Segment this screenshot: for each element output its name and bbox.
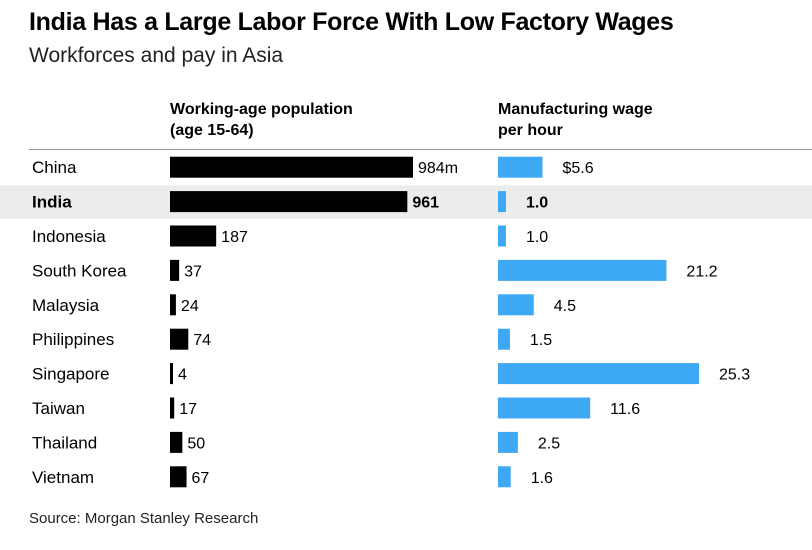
wage-header-line-2: per hour [498, 122, 563, 139]
wage-value-south-korea: 21.2 [686, 263, 717, 280]
wage-bar-singapore [498, 363, 699, 385]
category-label-south-korea: South Korea [32, 261, 127, 280]
wage-value-vietnam: 1.6 [531, 470, 553, 487]
wage-value-philippines: 1.5 [530, 332, 552, 349]
wage-value-indonesia: 1.0 [526, 229, 548, 246]
chart-title: India Has a Large Labor Force With Low F… [29, 8, 674, 36]
population-value-thailand: 50 [187, 435, 205, 452]
wage-bar-india [498, 191, 506, 213]
population-bar-indonesia [170, 225, 217, 247]
wage-bar-china [498, 156, 543, 178]
source-note: Source: Morgan Stanley Research [29, 510, 259, 527]
category-label-taiwan: Taiwan [32, 399, 85, 418]
wage-bar-indonesia [498, 225, 506, 247]
population-value-india: 961 [412, 195, 439, 212]
population-bar-vietnam [170, 466, 187, 488]
wage-bar-philippines [498, 328, 510, 350]
header-rule [29, 149, 812, 150]
population-bar-malaysia [170, 294, 176, 316]
category-label-india: India [32, 193, 72, 212]
population-value-vietnam: 67 [192, 470, 210, 487]
population-value-china: 984m [418, 160, 458, 177]
population-bar-taiwan [170, 397, 175, 419]
wage-bar-taiwan [498, 397, 591, 419]
population-header-line-2: (age 15-64) [170, 122, 254, 139]
population-value-philippines: 74 [193, 332, 211, 349]
population-value-taiwan: 17 [179, 401, 197, 418]
population-header-line-1: Working-age population [170, 101, 353, 118]
category-label-singapore: Singapore [32, 365, 110, 384]
wage-value-taiwan: 11.6 [610, 401, 640, 418]
population-bar-india [170, 191, 408, 213]
population-bar-singapore [170, 363, 173, 385]
category-label-philippines: Philippines [32, 330, 114, 349]
wage-value-thailand: 2.5 [538, 435, 560, 452]
population-bar-thailand [170, 431, 183, 453]
population-bar-china [170, 156, 413, 178]
wage-header-line-1: Manufacturing wage [498, 101, 653, 118]
category-label-indonesia: Indonesia [32, 227, 106, 246]
wage-value-malaysia: 4.5 [554, 298, 576, 315]
wage-bar-thailand [498, 431, 518, 453]
population-bar-south-korea [170, 259, 180, 281]
wage-value-singapore: 25.3 [719, 367, 750, 384]
category-label-vietnam: Vietnam [32, 468, 94, 487]
category-label-thailand: Thailand [32, 433, 97, 452]
wage-bar-malaysia [498, 294, 534, 316]
wage-bar-south-korea [498, 259, 667, 281]
population-value-south-korea: 37 [184, 263, 202, 280]
population-value-indonesia: 187 [221, 229, 248, 246]
category-label-malaysia: Malaysia [32, 296, 100, 315]
population-column-header: Working-age population (age 15-64) [170, 99, 353, 141]
category-label-china: China [32, 158, 77, 177]
wage-bar-vietnam [498, 466, 511, 488]
wage-value-india: 1.0 [526, 195, 548, 212]
population-value-singapore: 4 [178, 367, 187, 384]
bar-chart: China 984m $5.6 India 961 1.0 Indonesia 187 1.0 S… [0, 156, 812, 488]
wage-value-china: $5.6 [562, 160, 593, 177]
population-value-malaysia: 24 [181, 298, 199, 315]
wage-column-header: Manufacturing wage per hour [498, 99, 653, 141]
chart-subtitle: Workforces and pay in Asia [29, 44, 284, 67]
population-bar-philippines [170, 328, 189, 350]
